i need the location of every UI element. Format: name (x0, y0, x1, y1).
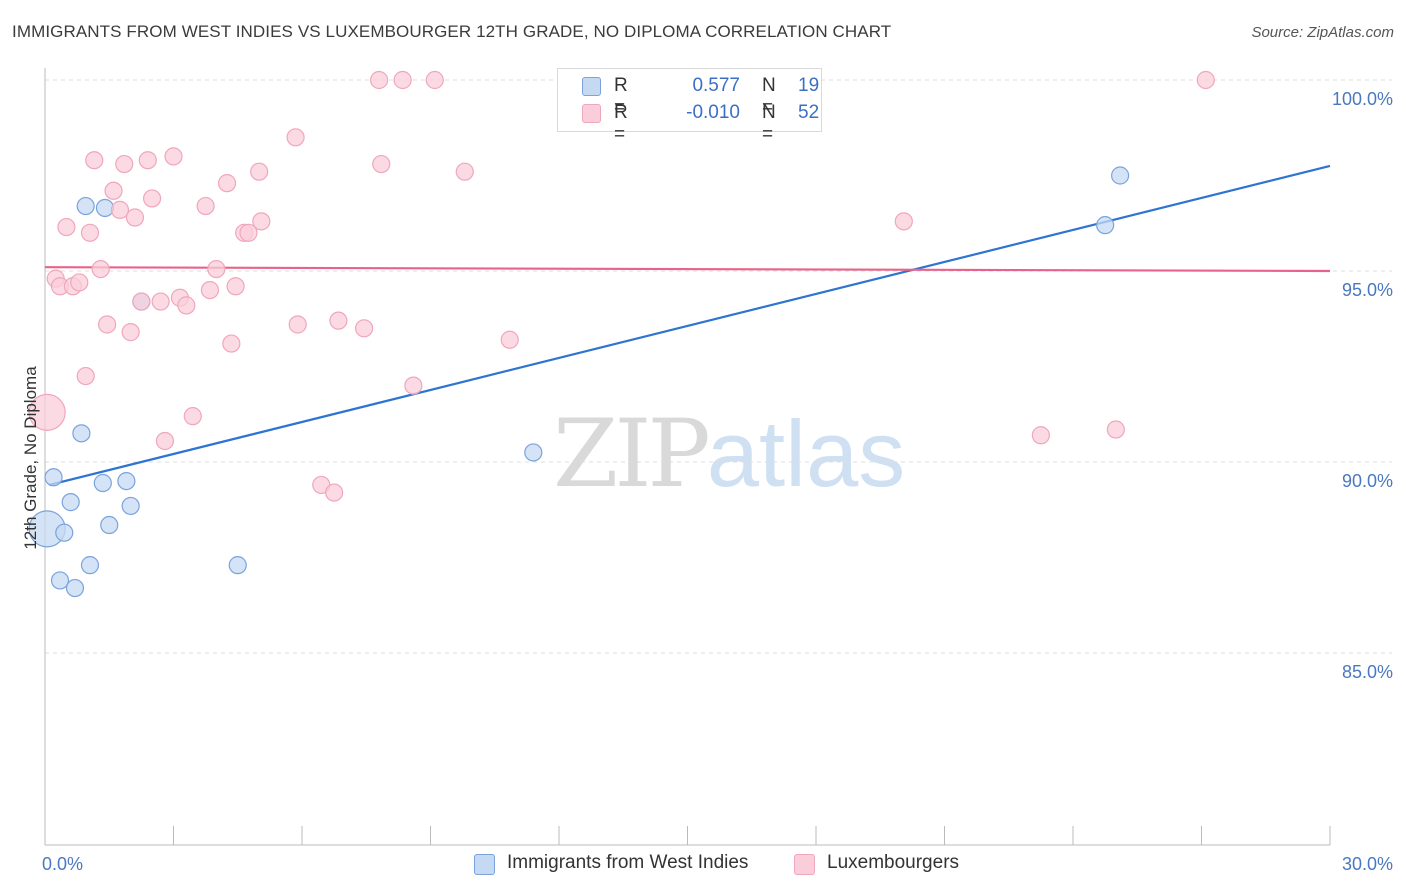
blue-data-point (121, 496, 140, 516)
pink-data-point (370, 70, 389, 90)
watermark-zip: ZIP (553, 400, 711, 509)
pink-data-point (155, 431, 175, 451)
pink-data-point (425, 70, 444, 90)
y-tick-label: 90.0% (1342, 471, 1393, 491)
pink-data-point (894, 212, 913, 231)
blue-data-point (228, 556, 247, 575)
y-tick-label: 85.0% (1342, 662, 1393, 682)
blue-data-point (117, 472, 136, 491)
legend-r-value: 0.577 (692, 75, 740, 96)
pink-trend-line (44, 266, 1331, 273)
pink-data-point (183, 407, 202, 426)
pink-data-point (1106, 420, 1125, 439)
pink-data-point (200, 281, 220, 300)
pink-data-point (110, 200, 130, 219)
pink-data-point (80, 223, 100, 242)
blue-data-point (44, 468, 63, 487)
pink-data-point (138, 151, 157, 170)
pink-data-point (164, 147, 183, 166)
pink-data-point (115, 154, 134, 174)
pink-data-point (222, 334, 241, 353)
pink-data-point (132, 292, 151, 311)
gridlines (45, 79, 1392, 654)
pink-data-point (372, 154, 391, 174)
blue-data-point (65, 578, 85, 598)
pink-data-point (404, 376, 423, 395)
legend-n-label: N = (762, 102, 776, 145)
pink-data-point (393, 70, 412, 90)
pink-data-point (91, 259, 110, 279)
y-tick-label: 100.0% (1332, 89, 1393, 109)
blue-data-point (76, 196, 95, 216)
legend-n-value: 52 (798, 102, 820, 123)
axes (44, 68, 1331, 846)
blue-trend-line (49, 164, 1331, 486)
watermark-atlas: atlas (706, 401, 906, 506)
pink-data-point (104, 181, 123, 200)
blue-data-point (50, 571, 70, 590)
source-credit: Source: ZipAtlas.com (1251, 24, 1394, 41)
x-tick-label: 30.0% (1342, 854, 1393, 874)
legend-r-label: R = (614, 75, 628, 118)
legend-swatch-blue (582, 77, 601, 96)
y-tick-label: 95.0% (1342, 280, 1393, 300)
blue-data-point (1096, 216, 1115, 235)
blue-data-point (95, 198, 115, 218)
blue-data-point (93, 473, 112, 493)
pink-data-point (239, 223, 258, 242)
correlation-legend: R = 0.577 N = 19 R = -0.010 N = 52 (557, 68, 822, 145)
pink-data-point (329, 311, 348, 330)
pink-data-point (70, 273, 89, 292)
watermark: ZIPatlas (553, 400, 905, 509)
x-tick-label: 0.0% (42, 854, 83, 874)
bottom-legend-label: Luxembourgers (827, 852, 960, 873)
pink-data-point (252, 212, 271, 231)
pink-data-point (1031, 426, 1050, 445)
pink-data-point (355, 319, 374, 338)
trend-lines (44, 164, 1331, 486)
pink-data-point (250, 162, 269, 181)
legend-n-value: 19 (798, 75, 820, 96)
pink-data-point (28, 393, 66, 431)
pink-data-point (226, 277, 245, 296)
blue-data-point (72, 424, 91, 443)
pink-data-point (196, 196, 215, 216)
blue-data-point (80, 556, 100, 575)
pink-data-point (125, 208, 145, 227)
data-points (28, 70, 1215, 598)
tick-labels: 85.0% 90.0% 95.0% 100.0% 0.0% 30.0% (42, 89, 1393, 874)
bottom-legend-label: Immigrants from West Indies (507, 852, 749, 873)
legend-r-label: R = (614, 102, 628, 145)
pink-data-point (455, 162, 474, 181)
blue-data-point (100, 515, 119, 535)
pink-data-point (288, 315, 307, 334)
blue-data-point (55, 523, 74, 542)
pink-data-point (217, 174, 237, 193)
pink-data-point (98, 315, 117, 334)
y-axis-label: 12th Grade, No Diploma (21, 366, 40, 550)
blue-data-point (1111, 166, 1130, 185)
pink-data-point (85, 151, 104, 170)
blue-data-point (524, 443, 543, 462)
pink-data-point (177, 296, 196, 315)
legend-swatch-pink (582, 104, 601, 123)
pink-data-point (325, 483, 344, 502)
blue-data-point (61, 493, 80, 512)
pink-data-point (142, 189, 162, 208)
pink-data-point (286, 128, 305, 147)
bottom-legend-swatch-blue (474, 854, 495, 875)
pink-data-point (500, 330, 519, 349)
legend-n-label: N = (762, 75, 776, 118)
bottom-legend-swatch-pink (794, 854, 815, 875)
pink-data-point (76, 366, 95, 386)
chart-title: IMMIGRANTS FROM WEST INDIES VS LUXEMBOUR… (12, 22, 892, 41)
pink-data-point (57, 217, 76, 237)
legend-r-value: -0.010 (686, 102, 740, 123)
pink-data-point (151, 292, 170, 311)
pink-data-point (207, 259, 226, 279)
pink-data-point (1196, 70, 1215, 90)
pink-data-point (121, 323, 140, 342)
